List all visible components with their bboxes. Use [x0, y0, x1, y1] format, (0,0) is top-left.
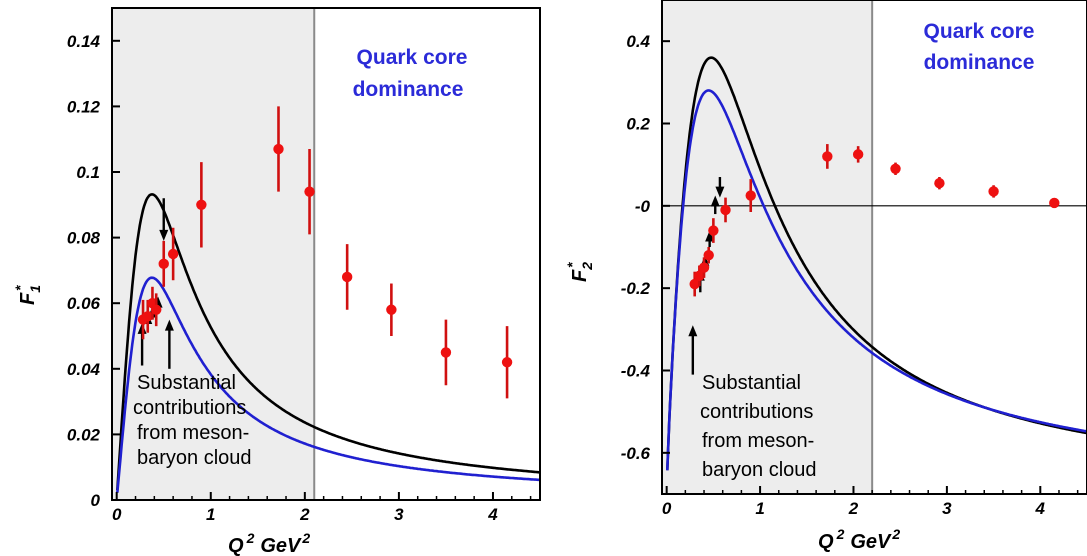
chart-f2-region-label-1: Quark core — [924, 20, 1035, 43]
chart-f1-curve-blue — [116, 276, 541, 493]
chart-f1-y-tick-label: 0.04 — [67, 360, 101, 379]
chart-f1-y-tick-label: 0.14 — [67, 32, 101, 51]
chart-f2-x-tick-label: 0 — [662, 499, 672, 518]
chart-f1-arrow-head — [159, 229, 169, 241]
chart-f1-note-line-2: contributions — [133, 397, 246, 419]
chart-f1-arrow-head — [164, 319, 174, 331]
chart-f2-data-point — [745, 190, 756, 201]
chart-f1-y-tick-label: 0.1 — [76, 163, 100, 182]
chart-f2-data-point — [988, 186, 999, 197]
chart-f2-x-tick-label: 1 — [755, 499, 764, 518]
chart-f2-y-tick-label: 0.2 — [626, 115, 650, 134]
chart-f2-y-tick-label: -0.4 — [621, 362, 651, 381]
chart-f1-data-point — [341, 271, 353, 283]
chart-f2-data-point — [694, 270, 705, 282]
chart-f1-x-tick-label: 2 — [299, 505, 310, 524]
chart-f1-note-line-1: Substantial — [137, 372, 236, 394]
chart-f2-arrow-head — [688, 325, 698, 337]
chart-f1-x-tick-label: 1 — [206, 505, 215, 524]
chart-f1-data-point — [501, 357, 513, 368]
chart-f2-y-tick-label: 0.4 — [626, 32, 650, 51]
chart-f2-data-point — [1049, 197, 1060, 209]
chart-f2-frame — [661, 0, 1087, 495]
chart-f2-data-point — [689, 278, 700, 290]
chart-f2-data-point — [698, 262, 710, 273]
chart-f1-ylabel: F1* — [12, 285, 43, 305]
chart-f1-panel: 0 1 2 3 4 0 0.02 0.04 0.06 0.08 0.1 0.12 0.14 Quark … — [12, 7, 541, 556]
chart-f2-note-line-1: Substantial — [702, 372, 801, 394]
chart-f1-note-line-3: from meson- — [137, 422, 249, 444]
chart-f2-panel: 0 1 2 3 4 -0.6 -0.4 -0.2 -0 0.2 0.4 Quark core dom… — [564, 0, 1087, 553]
chart-f2-x-tick-label: 4 — [1035, 499, 1046, 518]
chart-f2-data-point — [708, 225, 719, 236]
chart-f1-data-point — [142, 311, 153, 322]
chart-f1-y-tick-label: 0.02 — [67, 425, 101, 444]
chart-f2-data-point — [890, 163, 901, 174]
chart-f1-curve-black — [116, 193, 540, 491]
chart-f2-x-tick-label: 3 — [942, 499, 952, 518]
chart-f1-y-tick-label: 0.06 — [67, 294, 101, 313]
chart-f2-ylabel: F2* — [564, 262, 595, 282]
chart-f2-arrow-head — [705, 230, 715, 242]
chart-f1-data-point — [151, 304, 162, 315]
chart-f1-note-line-4: baryon cloud — [137, 447, 252, 469]
chart-f2-note-line-3: from meson- — [702, 430, 814, 452]
chart-f1-region-label-2: dominance — [353, 78, 464, 101]
chart-f1-y-tick-label: 0.12 — [67, 97, 101, 116]
chart-f2-data-point — [822, 151, 833, 162]
chart-f2-xlabel: Q 2 GeV 2 — [818, 526, 900, 553]
chart-f1-y-tick-label: 0.08 — [67, 229, 101, 248]
chart-f2-arrow-head — [710, 195, 720, 207]
chart-f1-note: Substantial contributions from meson- ba… — [133, 372, 252, 469]
chart-f1-x-tick-label: 4 — [487, 505, 498, 524]
chart-f1-x-tick-label: 0 — [112, 505, 122, 524]
chart-f2-region-label-2: dominance — [924, 51, 1035, 74]
chart-f1-data-point — [273, 143, 284, 155]
chart-f2-data-point — [852, 149, 864, 160]
chart-f1-shaded-region — [112, 8, 315, 500]
chart-f2-y-tick-label: -0.6 — [621, 444, 651, 463]
chart-f1-data-point — [304, 186, 315, 197]
chart-f1-region-label-1: Quark core — [357, 46, 468, 69]
chart-f2-data-point — [703, 250, 714, 261]
chart-f2-curve-blue — [666, 89, 1087, 471]
chart-f2-note-line-2: contributions — [700, 401, 813, 423]
chart-f1-x-tick-label: 3 — [394, 505, 404, 524]
chart-f1-frame — [111, 7, 541, 501]
chart-f2-data-point — [934, 177, 945, 189]
chart-f2-y-tick-label: -0 — [635, 197, 651, 216]
chart-f2-note: Substantial contributions from meson- ba… — [700, 372, 817, 481]
chart-f1-y-tick-label: 0 — [91, 491, 101, 510]
chart-f2-arrow-head — [715, 186, 725, 198]
chart-f2-x-tick-label: 2 — [848, 499, 859, 518]
chart-f1-data-point — [440, 347, 452, 358]
chart-f2-y-tick-label: -0.2 — [621, 279, 651, 298]
chart-f1-data-point — [158, 258, 169, 270]
chart-f1-data-point — [167, 248, 179, 260]
chart-f1-xlabel: Q 2 GeV 2 — [228, 530, 310, 556]
chart-f1-data-point — [386, 304, 397, 315]
chart-f1-data-point — [196, 199, 207, 210]
chart-f2-data-point — [720, 204, 731, 216]
chart-f2-note-line-4: baryon cloud — [702, 459, 817, 481]
